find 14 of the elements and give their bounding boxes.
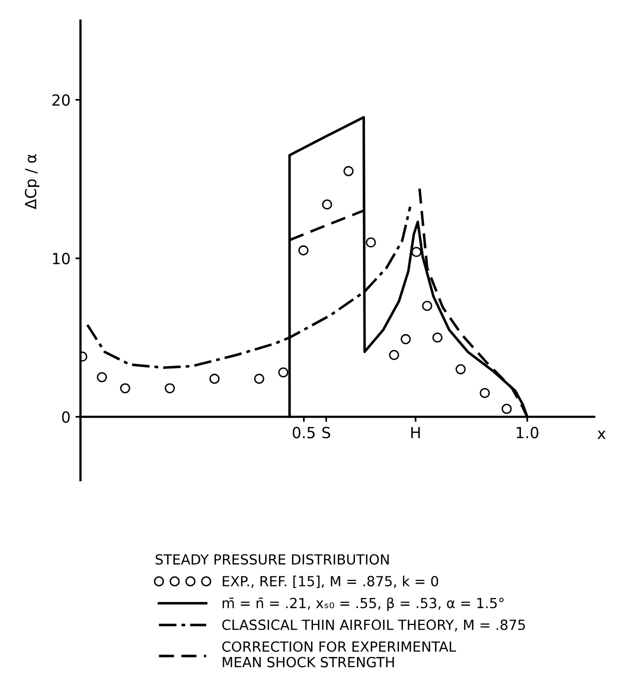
x-tick-label: 0.5 [292,426,315,438]
y-tick-label: 10 [52,252,70,264]
legend-label: CORRECTION FOR EXPERIMENTAL MEAN SHOCK STRENGTH [222,641,456,668]
x-tick-label: 1.0 [516,426,538,438]
y-tick-label: 20 [52,94,70,106]
legend-label: CLASSICAL THIN AIRFOIL THEORY, M = .875 [222,620,525,632]
legend-title: STEADY PRESSURE DISTRIBUTION [156,554,389,565]
legend-label: EXP., REF. [15], M = .875, k = 0 [222,576,438,588]
y-axis-title: ΔCp / α [24,154,40,210]
y-tick-label: 0 [62,411,70,423]
legend-label: m̄ = n̄ = .21, xₛ₀ = .55, β = .53, α = 1.5° [222,597,504,611]
x-axis-title: x [597,430,606,440]
x-tick-label: H [411,426,420,438]
x-tick-label: S [322,426,330,438]
